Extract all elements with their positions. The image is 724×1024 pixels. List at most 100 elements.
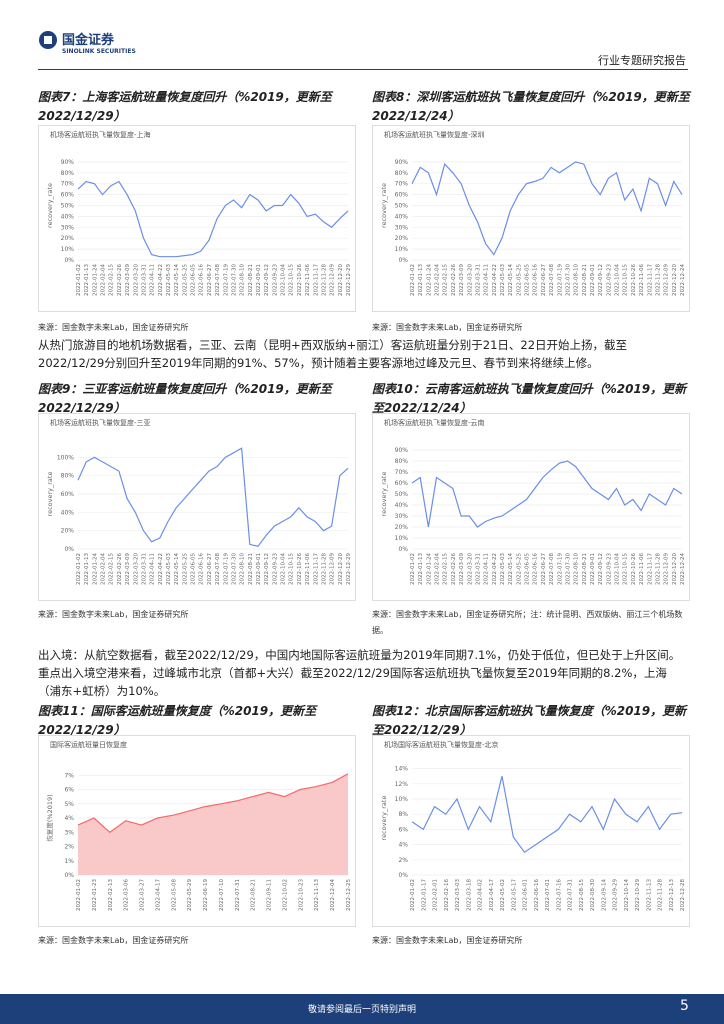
x-tick-label: 2022-04-17 (489, 879, 495, 911)
y-tick-label: 80% (395, 458, 409, 465)
x-tick-label: 2022-11-17 (647, 553, 653, 585)
paragraph: 从热门旅游目的地机场数据看，三亚、云南（昆明+西双版纳+丽江）客运航班量分别于2… (38, 338, 628, 370)
x-tick-label: 2022-12-09 (664, 264, 670, 296)
x-tick-label: 2022-07-31 (568, 879, 574, 911)
chart-frame (38, 413, 356, 601)
x-tick-label: 2022-11-28 (321, 553, 327, 585)
y-tick-label: 0% (398, 546, 408, 553)
x-tick-label: 2022-05-14 (174, 553, 180, 585)
x-tick-label: 2022-12-13 (669, 879, 675, 911)
x-tick-label: 2022-05-29 (187, 879, 193, 911)
chart-title: 机场客运航班执飞量恢复度-上海 (50, 130, 151, 139)
x-tick-label: 2022-07-30 (231, 553, 237, 585)
y-tick-label: 60% (61, 192, 75, 199)
y-tick-label: 50% (395, 203, 409, 210)
x-tick-label: 2022-09-12 (264, 264, 270, 296)
x-tick-label: 2022-05-02 (500, 879, 506, 911)
x-tick-label: 2022-02-15 (443, 553, 449, 585)
y-tick-label: 70% (395, 469, 409, 476)
x-tick-label: 2022-06-16 (533, 264, 539, 296)
x-tick-label: 2022-12-24 (680, 264, 686, 296)
chart-frame (372, 735, 690, 927)
report-type: 行业专题研究报告 (598, 54, 686, 67)
y-tick-label: 80% (395, 170, 409, 177)
x-tick-label: 2022-10-14 (624, 879, 630, 911)
x-tick-label: 2022-06-16 (199, 553, 205, 585)
source-note: 来源：国金数字未来Lab，国金证券研究所 (38, 936, 189, 945)
x-tick-label: 2022-02-15 (109, 264, 115, 296)
y-tick-label: 14% (395, 766, 409, 773)
x-tick-label: 2022-01-13 (418, 553, 424, 585)
y-tick-label: 70% (395, 181, 409, 188)
y-tick-label: 50% (395, 491, 409, 498)
y-tick-label: 80% (61, 473, 75, 480)
y-tick-label: 0% (64, 546, 74, 553)
chart-title: 机场客运航班执飞量恢复度-云南 (384, 418, 485, 427)
x-tick-label: 2022-08-21 (248, 553, 254, 585)
x-tick-label: 2022-07-19 (223, 553, 229, 585)
x-tick-label: 2022-11-28 (655, 553, 661, 585)
x-tick-label: 2022-10-04 (615, 553, 621, 585)
x-tick-label: 2022-12-20 (672, 264, 678, 296)
x-tick-label: 2022-09-12 (598, 553, 604, 585)
x-tick-label: 2022-07-31 (235, 879, 241, 911)
chart: 机场客运航班执飞量恢复度-深圳 recovery_rate 0% 10% 20% 30% 4… (372, 125, 690, 312)
x-tick-label: 2022-11-28 (658, 879, 664, 911)
x-tick-label: 2022-04-11 (484, 553, 490, 585)
y-tick-label: 1% (64, 858, 74, 865)
x-tick-label: 2022-12-25 (346, 879, 352, 911)
x-tick-label: 2022-10-04 (281, 264, 287, 296)
x-tick-label: 2022-05-03 (166, 264, 172, 296)
x-tick-label: 2022-10-26 (631, 553, 637, 585)
source-note: 来源：国金数字未来Lab，国金证券研究所 (38, 610, 189, 619)
x-tick-label: 2022-07-16 (556, 879, 562, 911)
chart-title: 国际客运航班量日恢复度 (50, 740, 127, 749)
x-tick-label: 2022-09-01 (256, 553, 262, 585)
x-tick-label: 2022-09-23 (272, 264, 278, 296)
logo: 国金证券 SINOLINK SECURITIES (39, 31, 136, 55)
x-tick-label: 2022-10-23 (298, 879, 304, 911)
x-tick-label: 2022-09-01 (590, 264, 596, 296)
x-tick-label: 2022-03-09 (125, 553, 131, 585)
x-tick-label: 2022-02-04 (435, 553, 441, 585)
source-note: 来源：国金数字未来Lab，国金证券研究所 (38, 323, 189, 332)
y-tick-label: 0% (398, 872, 408, 879)
x-tick-label: 2022-01-02 (76, 264, 82, 296)
y-axis-label: recovery_rate (380, 796, 388, 841)
x-tick-label: 2022-07-30 (565, 553, 571, 585)
y-tick-label: 60% (395, 192, 409, 199)
x-tick-label: 2022-05-25 (516, 553, 522, 585)
y-tick-label: 10% (395, 246, 409, 253)
y-tick-label: 40% (395, 213, 409, 220)
chart-frame (372, 125, 690, 312)
x-tick-label: 2022-01-23 (92, 879, 98, 911)
x-tick-label: 2022-09-12 (598, 264, 604, 296)
x-tick-label: 2022-12-09 (664, 553, 670, 585)
data-line (77, 447, 349, 547)
x-tick-label: 2022-07-01 (545, 879, 551, 911)
y-tick-label: 10% (395, 796, 409, 803)
x-tick-label: 2022-01-02 (76, 553, 82, 585)
chart-title: 机场客运航班执飞量恢复度-深圳 (384, 130, 485, 139)
y-tick-label: 90% (395, 159, 409, 166)
x-tick-label: 2022-11-13 (646, 879, 652, 911)
y-tick-label: 90% (395, 447, 409, 454)
y-tick-label: 40% (395, 502, 409, 509)
x-tick-label: 2022-12-20 (672, 553, 678, 585)
x-tick-label: 2022-02-04 (435, 264, 441, 296)
y-tick-label: 8% (398, 811, 408, 818)
x-tick-label: 2022-08-10 (240, 553, 246, 585)
y-axis-label: recovery_rate (46, 183, 54, 228)
data-line (411, 460, 683, 528)
x-tick-label: 2022-04-02 (478, 879, 484, 911)
y-tick-label: 7% (64, 772, 74, 779)
logo-icon-inner (44, 36, 52, 44)
x-tick-label: 2022-10-02 (282, 879, 288, 911)
chart-title: 机场国际客运航班执飞量恢复度-北京 (384, 740, 499, 749)
x-tick-label: 2022-04-22 (492, 553, 498, 585)
y-tick-label: 10% (395, 535, 409, 542)
chart: 机场客运航班执飞量恢复度-云南 recovery_rate 0% 10% 20% 30% 4… (372, 413, 690, 601)
x-tick-label: 2022-03-06 (124, 879, 130, 911)
x-tick-label: 2022-05-25 (516, 264, 522, 296)
data-line (77, 180, 349, 258)
